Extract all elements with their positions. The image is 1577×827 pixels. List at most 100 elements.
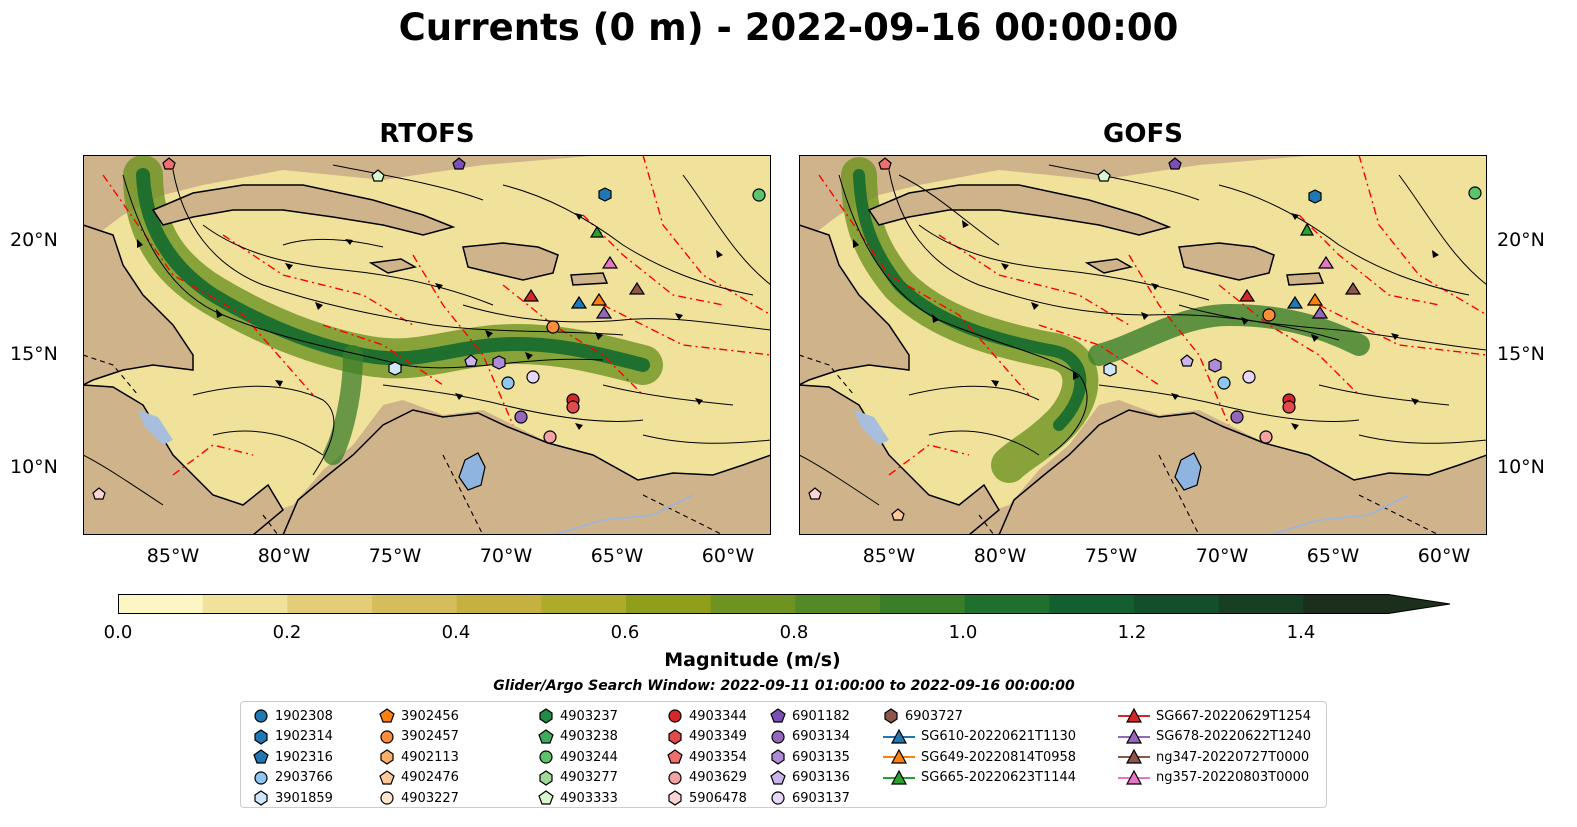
lake-maracaibo <box>458 452 486 491</box>
legend-item: ng347-20220727T0000 <box>1118 747 1309 767</box>
legend-marker-hexagon <box>771 749 785 765</box>
legend-item-label: 6903727 <box>905 708 963 724</box>
legend-marker-hexagon <box>668 728 682 745</box>
legend-marker-circle <box>668 709 682 723</box>
colorbar-segment <box>541 594 627 614</box>
legend-item: 4903354 <box>667 747 747 767</box>
lon-label-gofs-75: 75°W <box>1084 545 1138 567</box>
legend-item: 1902308 <box>253 706 333 726</box>
legend-item-label: 4903333 <box>560 790 618 806</box>
legend-item: 6903136 <box>770 768 850 788</box>
legend-marker-triangle <box>883 749 915 764</box>
colorbar-segment <box>626 594 712 614</box>
float-markers <box>808 157 1482 521</box>
colorbar-extend-arrow <box>1388 594 1450 614</box>
legend-item-label: 3902456 <box>401 708 459 724</box>
lat-label-rtofs-20: 20°N <box>10 229 58 251</box>
streamlines <box>799 164 1487 506</box>
lake-nicaragua <box>854 410 889 445</box>
legend-item-label: 4903227 <box>401 790 459 806</box>
colorbar-label: Magnitude (m/s) <box>664 649 841 671</box>
current-branch <box>323 345 363 465</box>
legend-item: 4903244 <box>538 747 618 767</box>
legend-marker-pentagon <box>379 708 395 723</box>
legend-item-label: SG665-20220623T1144 <box>921 770 1077 785</box>
legend-item-label: 1902316 <box>275 749 333 765</box>
legend-item-label: SG649-20220814T0958 <box>921 749 1077 765</box>
lon-label-rtofs-60: 60°W <box>701 545 755 567</box>
colorbar-segment <box>456 594 542 614</box>
colorbar-segment <box>1218 594 1304 614</box>
isthmus-landmass <box>83 384 284 535</box>
legend-item: 3901859 <box>253 788 333 808</box>
lat-label-rtofs-10: 10°N <box>10 456 58 478</box>
legend-marker-triangle <box>1118 708 1150 723</box>
legend-item-label: 4903354 <box>689 749 747 765</box>
land-borders <box>83 354 724 535</box>
legend-item: 4903349 <box>667 727 747 747</box>
river <box>1268 494 1410 535</box>
legend-marker-circle <box>254 770 268 785</box>
legend-marker-pentagon <box>379 769 395 785</box>
legend-item: 4903344 <box>667 706 747 726</box>
land-borders <box>799 354 1440 535</box>
map-gofs <box>799 155 1487 535</box>
legend-marker-hexagon <box>254 728 268 745</box>
legend-item-label: 4903244 <box>560 749 618 765</box>
cuba-landmass <box>151 184 456 236</box>
legend-item-label: 4903344 <box>689 708 747 724</box>
legend-marker-hexagon <box>254 790 268 806</box>
legend-marker-hexagon <box>668 790 682 806</box>
legend-item: 6901182 <box>770 706 850 726</box>
lon-label-gofs-85: 85°W <box>862 545 916 567</box>
legend-item-label: 5906478 <box>689 790 747 806</box>
lon-label-gofs-65: 65°W <box>1306 545 1360 567</box>
legend-item: SG678-20220622T1240 <box>1118 727 1311 747</box>
lat-label-gofs-15: 15°N <box>1497 343 1545 365</box>
legend-item: SG667-20220629T1254 <box>1118 706 1311 726</box>
legend-marker-hexagon <box>539 769 553 786</box>
legend-marker-pentagon <box>538 790 554 805</box>
jamaica-landmass <box>1084 258 1134 274</box>
central-america-landmass <box>799 224 910 386</box>
panel-title-gofs: GOFS <box>1103 119 1183 149</box>
colorbar-segment <box>202 594 288 614</box>
colorbar-segment <box>795 594 881 614</box>
legend-item-label: 4903629 <box>689 770 747 785</box>
south-america-landmass <box>282 409 771 535</box>
colorbar-tick: 1.0 <box>948 622 978 643</box>
legend-marker-pentagon <box>538 728 554 744</box>
legend-item: 1902316 <box>253 747 333 767</box>
lat-label-gofs-20: 20°N <box>1497 229 1545 251</box>
legend-title: Glider/Argo Search Window: 2022-09-11 01… <box>493 678 1075 694</box>
legend-item: SG665-20220623T1144 <box>883 768 1076 788</box>
colorbar-tick: 0.4 <box>441 622 471 643</box>
legend-marker-pentagon <box>667 749 683 764</box>
legend-item-label: 4903238 <box>560 729 618 744</box>
legend-item-label: SG678-20220622T1240 <box>1156 729 1312 744</box>
legend-item: 6903137 <box>770 788 850 808</box>
central-america-landmass <box>83 224 194 386</box>
legend-marker-triangle <box>883 728 915 744</box>
legend-marker-pentagon <box>770 708 786 723</box>
legend-item: 5906478 <box>667 788 747 808</box>
legend-item-label: 4903349 <box>689 729 747 744</box>
colorbar-outline <box>118 594 1451 614</box>
legend-item: 1902314 <box>253 727 333 747</box>
legend-marker-circle <box>539 750 553 764</box>
legend-marker-triangle <box>1118 728 1150 744</box>
legend-item: SG610-20220621T1130 <box>883 727 1076 747</box>
legend-item: 4903227 <box>379 788 459 808</box>
colorbar-segment <box>1049 594 1135 614</box>
lake-maracaibo <box>1174 452 1202 491</box>
lon-label-gofs-80: 80°W <box>973 545 1027 567</box>
legend: 1902308 1902314 1902316 2903766 3901859 39024… <box>240 701 1327 808</box>
legend-marker-circle <box>771 791 785 805</box>
legend-item-label: 4903277 <box>560 770 618 785</box>
lon-label-rtofs-70: 70°W <box>479 545 533 567</box>
lake-nicaragua <box>138 410 173 445</box>
isthmus-landmass <box>799 384 1000 535</box>
legend-item-label: 4903237 <box>560 708 618 724</box>
figure-title: Currents (0 m) - 2022-09-16 00:00:00 <box>398 6 1179 49</box>
legend-item: ng357-20220803T0000 <box>1118 768 1309 788</box>
